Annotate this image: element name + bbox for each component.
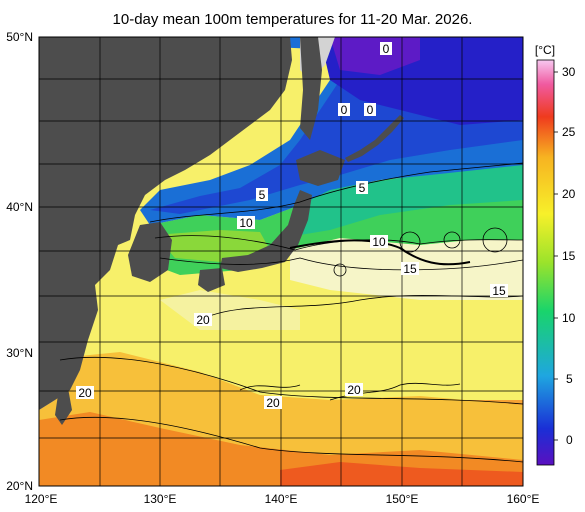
lon-label: 140°E <box>265 492 298 506</box>
map-frame <box>38 36 524 487</box>
lon-label: 160°E <box>507 492 540 506</box>
colorbar-tick: 30 <box>562 65 576 79</box>
lat-axis: 50°N 40°N 30°N 20°N <box>6 30 33 493</box>
svg-text:10: 10 <box>372 235 386 249</box>
contour-label: 15 <box>490 284 508 298</box>
lon-label: 150°E <box>386 492 419 506</box>
map-area <box>39 37 523 486</box>
svg-text:0: 0 <box>341 103 348 117</box>
map-title: 10-day mean 100m temperatures for 11-20 … <box>112 11 473 28</box>
lat-label: 40°N <box>6 200 33 214</box>
contour-label: 0 <box>364 103 376 117</box>
colorbar-tick: 10 <box>562 311 576 325</box>
svg-text:15: 15 <box>403 262 417 276</box>
svg-text:10: 10 <box>239 216 253 230</box>
lat-label: 30°N <box>6 346 33 360</box>
colorbar-tick: 15 <box>562 249 576 263</box>
svg-text:20: 20 <box>266 396 280 410</box>
colorbar-unit: [°C] <box>535 43 555 57</box>
svg-text:5: 5 <box>259 188 266 202</box>
colorbar-tick: 5 <box>566 372 573 386</box>
contour-label: 20 <box>76 386 94 400</box>
svg-text:20: 20 <box>78 386 92 400</box>
svg-text:0: 0 <box>367 103 374 117</box>
contour-label: 5 <box>256 188 268 202</box>
front-line <box>289 239 471 266</box>
contour-label: 20 <box>345 383 363 397</box>
contour-label: 20 <box>194 313 212 327</box>
contour-label: 15 <box>401 262 419 276</box>
contour-label: 5 <box>356 181 368 195</box>
contour-label: 0 <box>380 42 392 56</box>
lon-axis: 120°E 130°E 140°E 150°E 160°E <box>25 492 540 506</box>
graticule <box>39 37 523 486</box>
contour-label: 20 <box>264 396 282 410</box>
colorbar-ramp <box>536 59 555 466</box>
svg-text:15: 15 <box>492 284 506 298</box>
lat-label: 50°N <box>6 30 33 44</box>
svg-text:0: 0 <box>383 42 390 56</box>
colorbar: [°C] 30 25 20 15 10 5 0 <box>535 43 576 466</box>
colorbar-tick: 20 <box>562 187 576 201</box>
svg-text:20: 20 <box>196 313 210 327</box>
colorbar-tick: 25 <box>562 125 576 139</box>
contour-label: 0 <box>338 103 350 117</box>
colorbar-tick: 0 <box>566 433 573 447</box>
svg-text:5: 5 <box>359 181 366 195</box>
contour-label: 10 <box>237 216 255 230</box>
lon-label: 130°E <box>144 492 177 506</box>
contour-label: 10 <box>370 235 388 249</box>
lon-label: 120°E <box>25 492 58 506</box>
lat-label: 20°N <box>6 479 33 493</box>
svg-text:20: 20 <box>347 383 361 397</box>
contour-labels: 0 0 0 5 5 10 10 15 15 20 20 20 20 <box>76 42 508 410</box>
